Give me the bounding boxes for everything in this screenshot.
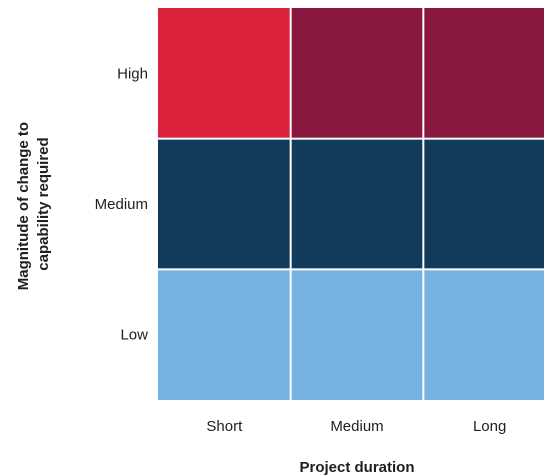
- y-axis-title: Magnitude of change to capability requir…: [15, 118, 52, 291]
- x-tick-label-short: Short: [206, 418, 243, 435]
- x-tick-labels: Short Medium Long: [206, 418, 506, 435]
- y-tick-label-high: High: [117, 65, 148, 82]
- x-tick-label-medium: Medium: [330, 418, 383, 435]
- heatmap-cell-medium-short: [158, 139, 290, 269]
- x-axis-title: Project duration: [299, 459, 414, 476]
- y-axis-title-line-2: capability required: [35, 137, 52, 270]
- y-tick-labels: High Medium Low: [95, 65, 149, 343]
- heatmap-cell-high-short: [158, 8, 290, 138]
- heatmap-cells: [158, 8, 544, 400]
- y-axis-title-line-1: Magnitude of change to: [15, 122, 32, 290]
- y-tick-label-medium: Medium: [95, 196, 148, 213]
- heatmap-cell-high-long: [424, 8, 544, 138]
- heatmap-cell-high-medium: [291, 8, 423, 138]
- x-tick-label-long: Long: [473, 418, 506, 435]
- heatmap-cell-low-long: [424, 270, 544, 400]
- heatmap-cell-medium-long: [424, 139, 544, 269]
- heatmap-cell-low-short: [158, 270, 290, 400]
- y-tick-label-low: Low: [120, 327, 148, 344]
- heatmap-cell-medium-medium: [291, 139, 423, 269]
- heatmap-cell-low-medium: [291, 270, 423, 400]
